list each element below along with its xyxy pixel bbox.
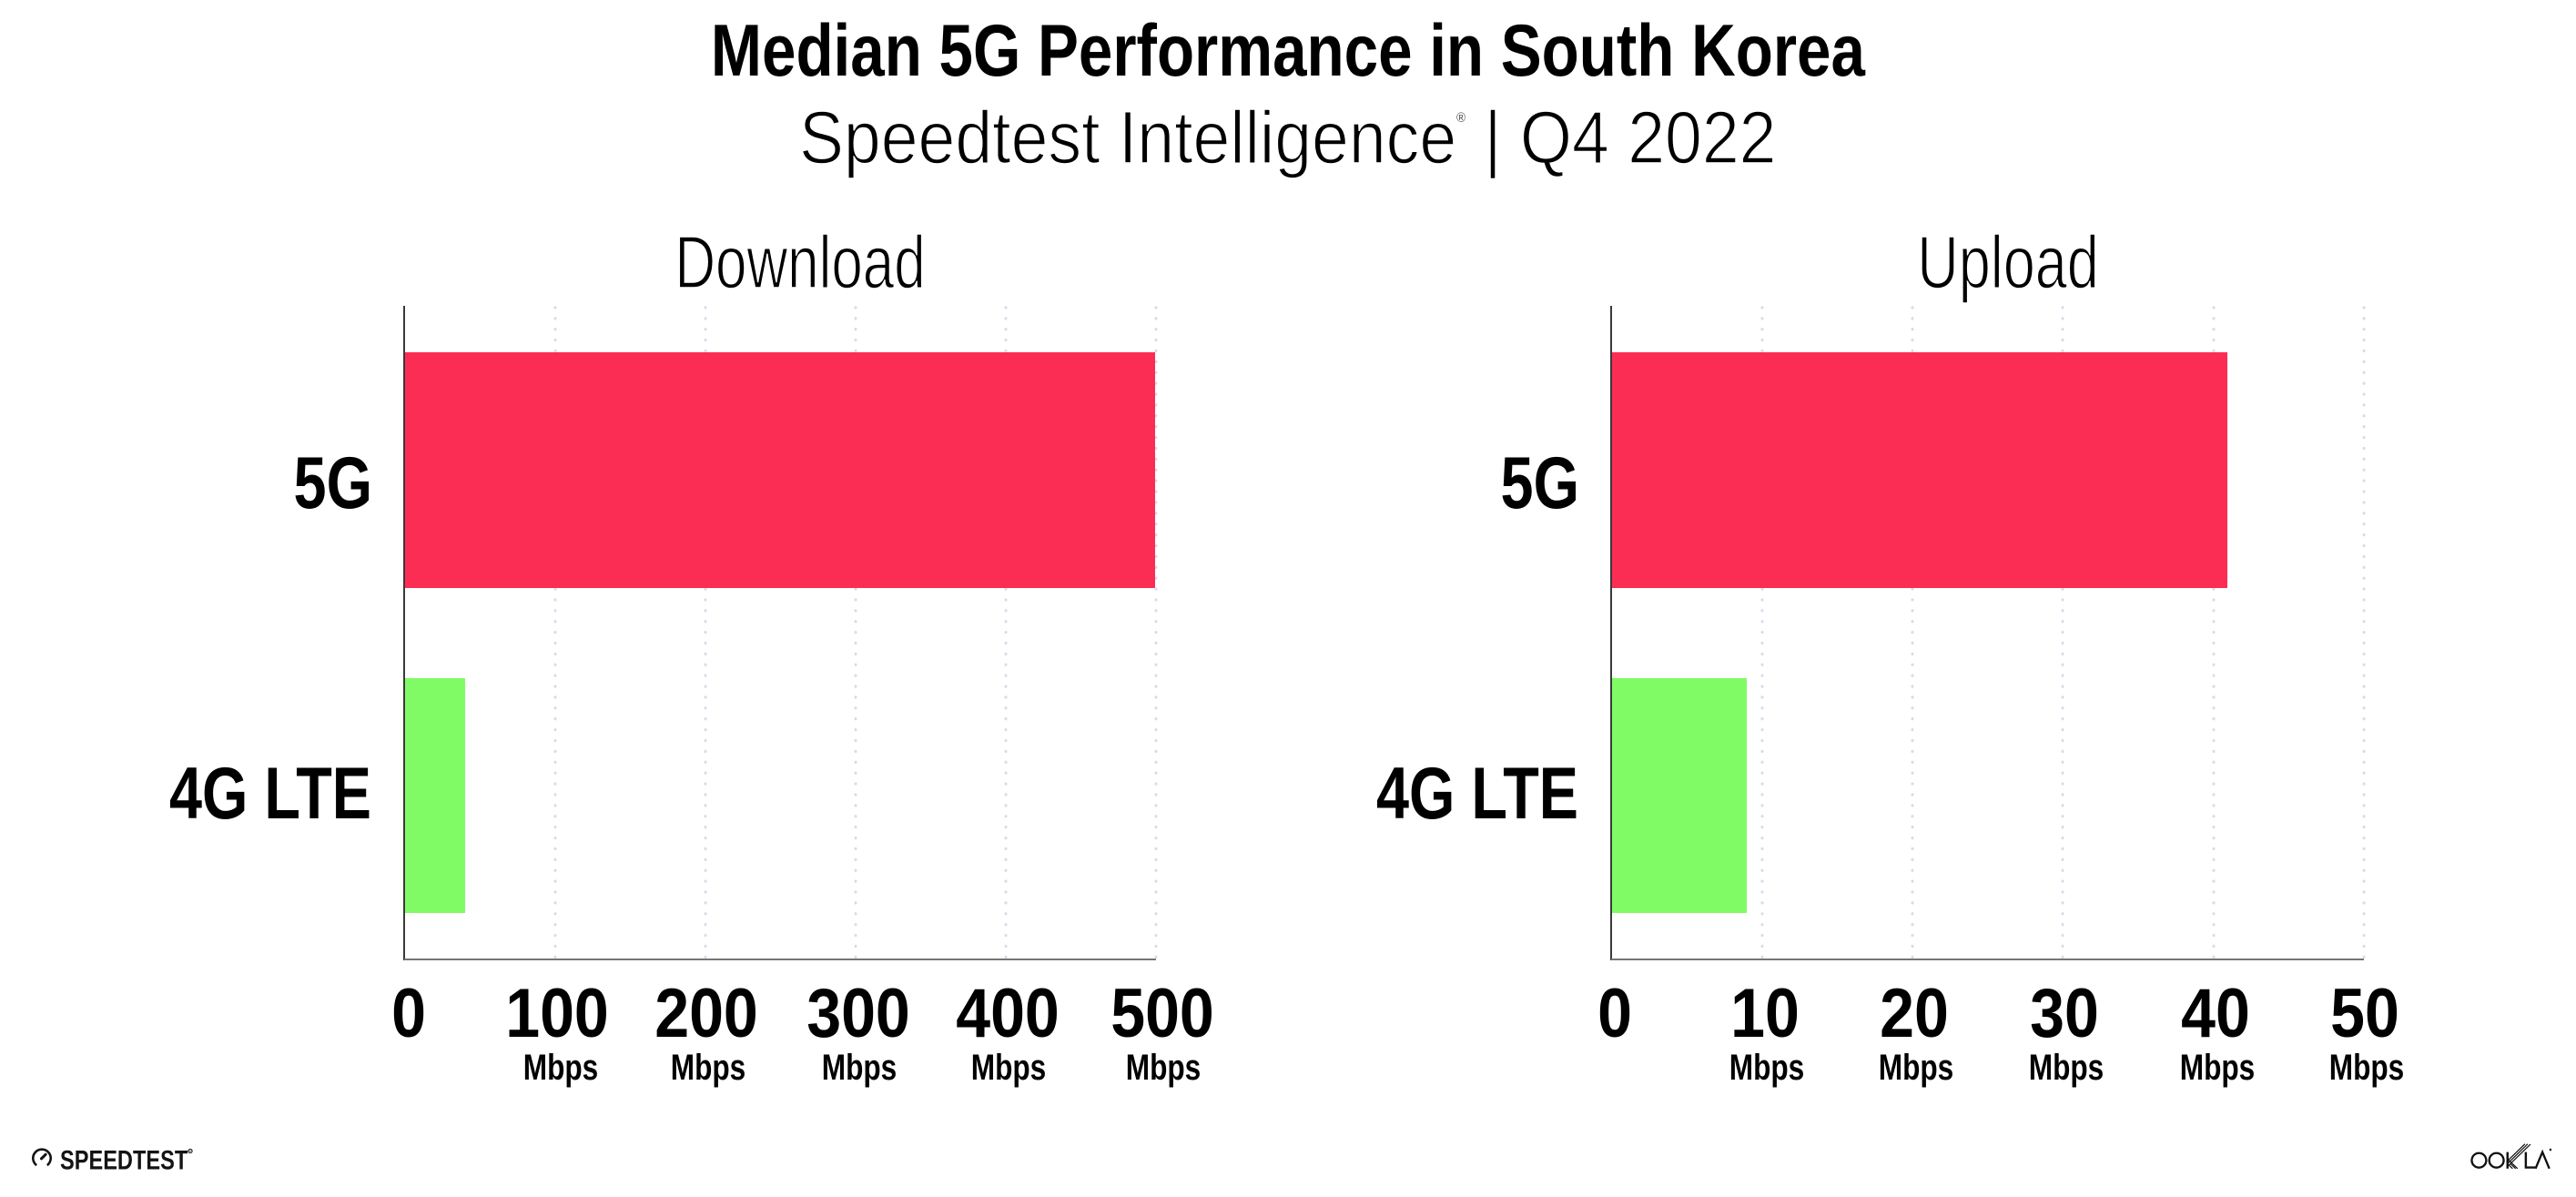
svg-text:R: R	[188, 1149, 192, 1154]
svg-text:SPEEDTEST: SPEEDTEST	[60, 1145, 188, 1175]
